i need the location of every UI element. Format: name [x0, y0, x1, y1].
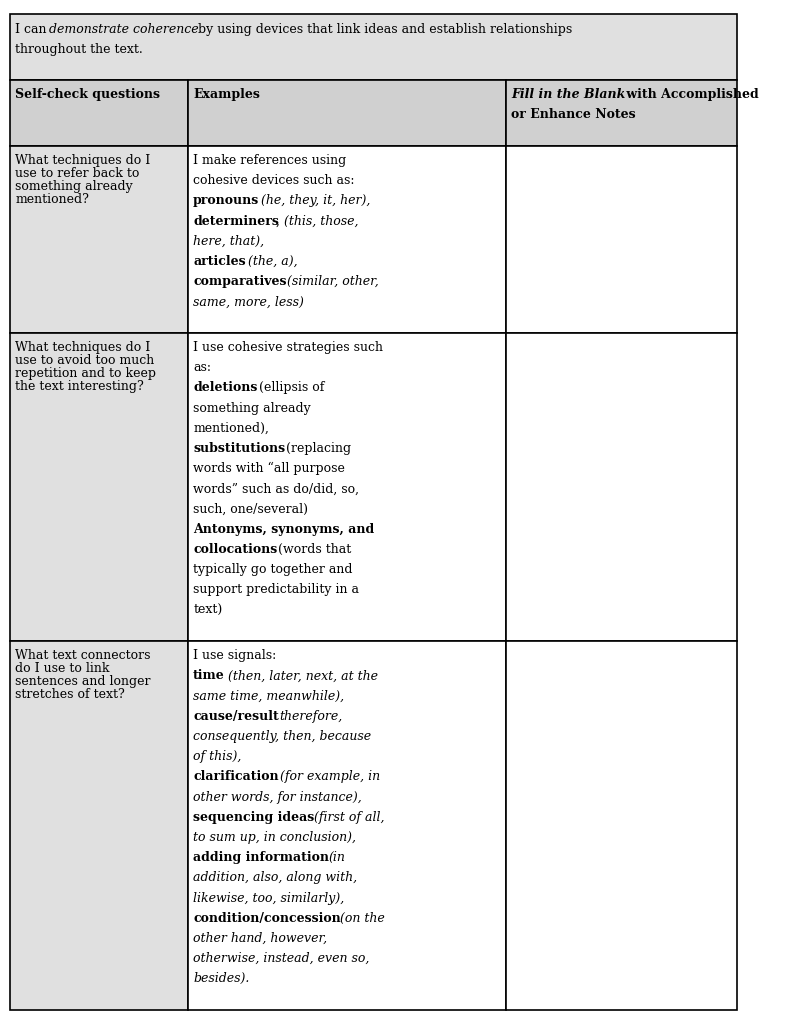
Text: (similar, other,: (similar, other, — [287, 275, 379, 288]
Text: or Enhance Notes: or Enhance Notes — [511, 109, 636, 122]
Text: (then, later, next, at the: (then, later, next, at the — [228, 670, 378, 682]
Text: deletions: deletions — [193, 381, 257, 394]
Text: Fill in the Blank: Fill in the Blank — [511, 88, 626, 101]
Text: (this, those,: (this, those, — [283, 215, 358, 227]
Text: something already: something already — [15, 180, 133, 194]
Text: Examples: Examples — [193, 88, 260, 101]
Bar — [188, 145, 506, 333]
Text: articles: articles — [193, 255, 246, 268]
Text: words with “all purpose: words with “all purpose — [193, 462, 345, 475]
Bar — [506, 641, 737, 1010]
Bar — [188, 641, 506, 1010]
Bar — [10, 333, 188, 641]
Text: something already: something already — [193, 401, 311, 415]
Text: (first of all,: (first of all, — [314, 811, 385, 823]
Text: consequently, then, because: consequently, then, because — [193, 730, 371, 743]
Bar — [506, 145, 737, 333]
Bar — [188, 80, 506, 145]
Text: the text interesting?: the text interesting? — [15, 380, 144, 393]
Bar — [10, 14, 737, 80]
Text: here, that),: here, that), — [193, 234, 265, 248]
Text: cause/result: cause/result — [193, 710, 279, 723]
Text: time: time — [193, 670, 225, 682]
Text: condition/concession: condition/concession — [193, 911, 341, 925]
Text: substitutions: substitutions — [193, 442, 285, 455]
Text: do I use to link: do I use to link — [15, 663, 110, 675]
Bar — [10, 145, 188, 333]
Text: mentioned?: mentioned? — [15, 194, 89, 206]
Text: other words, for instance),: other words, for instance), — [193, 791, 362, 804]
Text: I use cohesive strategies such: I use cohesive strategies such — [193, 341, 383, 354]
Text: therefore,: therefore, — [279, 710, 343, 723]
Text: likewise, too, similarly),: likewise, too, similarly), — [193, 892, 345, 904]
Text: I make references using: I make references using — [193, 154, 346, 167]
Text: adding information: adding information — [193, 851, 329, 864]
Text: determiners: determiners — [193, 215, 279, 227]
Text: sequencing ideas: sequencing ideas — [193, 811, 315, 823]
Text: besides).: besides). — [193, 973, 250, 985]
Text: text): text) — [193, 603, 222, 616]
Text: typically go together and: typically go together and — [193, 563, 352, 577]
Text: sentences and longer: sentences and longer — [15, 675, 151, 688]
Text: same time, meanwhile),: same time, meanwhile), — [193, 689, 345, 702]
Text: support predictability in a: support predictability in a — [193, 584, 360, 596]
Text: comparatives: comparatives — [193, 275, 287, 288]
Text: (in: (in — [328, 851, 345, 864]
Text: I can: I can — [15, 23, 51, 36]
Text: stretches of text?: stretches of text? — [15, 688, 125, 701]
Text: Self-check questions: Self-check questions — [15, 88, 160, 101]
Text: (words that: (words that — [275, 543, 352, 556]
Bar — [506, 333, 737, 641]
Text: by using devices that link ideas and establish relationships: by using devices that link ideas and est… — [194, 23, 572, 36]
Text: clarification: clarification — [193, 770, 279, 783]
Bar — [10, 641, 188, 1010]
Text: with Accomplished: with Accomplished — [622, 88, 758, 101]
Text: to sum up, in conclusion),: to sum up, in conclusion), — [193, 830, 356, 844]
Text: (replacing: (replacing — [282, 442, 351, 455]
Text: (he, they, it, her),: (he, they, it, her), — [261, 195, 371, 208]
Text: ,: , — [276, 215, 284, 227]
Text: addition, also, along with,: addition, also, along with, — [193, 871, 357, 885]
Text: use to refer back to: use to refer back to — [15, 167, 140, 180]
Text: same, more, less): same, more, less) — [193, 296, 304, 308]
Text: throughout the text.: throughout the text. — [15, 43, 143, 55]
Text: cohesive devices such as:: cohesive devices such as: — [193, 174, 355, 187]
Text: repetition and to keep: repetition and to keep — [15, 367, 156, 380]
Bar — [188, 333, 506, 641]
Bar — [506, 80, 737, 145]
Text: (ellipsis of: (ellipsis of — [255, 381, 325, 394]
Text: What techniques do I: What techniques do I — [15, 154, 151, 167]
Text: words” such as do/did, so,: words” such as do/did, so, — [193, 482, 360, 496]
Text: pronouns: pronouns — [193, 195, 259, 208]
Text: collocations: collocations — [193, 543, 277, 556]
Text: (on the: (on the — [340, 911, 385, 925]
Text: (for example, in: (for example, in — [279, 770, 380, 783]
Text: Antonyms, synonyms, and: Antonyms, synonyms, and — [193, 523, 374, 536]
Text: I use signals:: I use signals: — [193, 649, 276, 663]
Text: of this),: of this), — [193, 751, 242, 763]
Text: otherwise, instead, even so,: otherwise, instead, even so, — [193, 952, 370, 965]
Text: other hand, however,: other hand, however, — [193, 932, 327, 945]
Text: mentioned),: mentioned), — [193, 422, 269, 435]
Text: as:: as: — [193, 361, 211, 374]
Bar — [10, 80, 188, 145]
Text: What techniques do I: What techniques do I — [15, 341, 151, 354]
Text: What text connectors: What text connectors — [15, 649, 151, 663]
Text: such, one/several): such, one/several) — [193, 503, 309, 515]
Text: use to avoid too much: use to avoid too much — [15, 354, 155, 367]
Text: demonstrate coherence: demonstrate coherence — [49, 23, 199, 36]
Text: (the, a),: (the, a), — [248, 255, 298, 268]
